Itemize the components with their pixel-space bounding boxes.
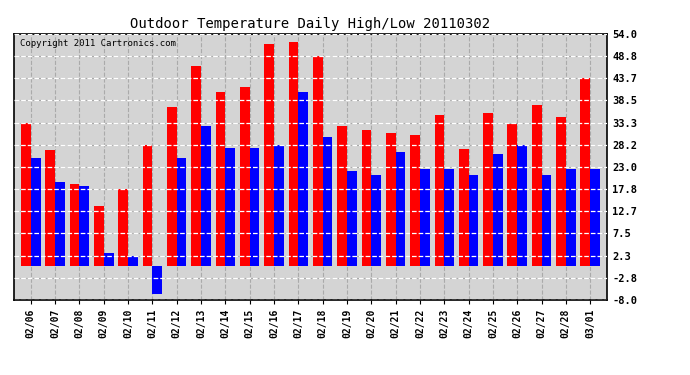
Bar	[216, 92, 226, 266]
Bar	[411, 135, 420, 266]
Bar	[104, 253, 114, 266]
Bar	[152, 266, 162, 294]
Bar	[493, 154, 502, 266]
Bar	[177, 158, 186, 266]
Bar	[167, 107, 177, 266]
Bar	[507, 124, 518, 266]
Bar	[362, 130, 371, 266]
Bar	[226, 147, 235, 266]
Bar	[288, 42, 298, 266]
Bar	[70, 184, 79, 266]
Bar	[420, 169, 430, 266]
Bar	[264, 45, 274, 266]
Bar	[532, 105, 542, 266]
Title: Outdoor Temperature Daily High/Low 20110302: Outdoor Temperature Daily High/Low 20110…	[130, 17, 491, 31]
Bar	[371, 176, 381, 266]
Bar	[128, 256, 138, 266]
Text: Copyright 2011 Cartronics.com: Copyright 2011 Cartronics.com	[20, 39, 176, 48]
Bar	[313, 56, 323, 266]
Bar	[94, 206, 104, 266]
Bar	[347, 171, 357, 266]
Bar	[580, 78, 590, 266]
Bar	[191, 66, 201, 266]
Bar	[79, 186, 89, 266]
Bar	[444, 169, 454, 266]
Bar	[518, 144, 527, 266]
Bar	[46, 150, 55, 266]
Bar	[143, 144, 152, 266]
Bar	[250, 147, 259, 266]
Bar	[240, 87, 250, 266]
Bar	[395, 152, 405, 266]
Bar	[31, 158, 41, 266]
Bar	[323, 137, 333, 266]
Bar	[566, 169, 575, 266]
Bar	[469, 176, 478, 266]
Bar	[435, 116, 444, 266]
Bar	[459, 149, 469, 266]
Bar	[556, 117, 566, 266]
Bar	[274, 144, 284, 266]
Bar	[483, 113, 493, 266]
Bar	[337, 126, 347, 266]
Bar	[201, 126, 210, 266]
Bar	[21, 123, 31, 266]
Bar	[386, 132, 395, 266]
Bar	[119, 189, 128, 266]
Bar	[55, 182, 65, 266]
Bar	[298, 92, 308, 266]
Bar	[542, 176, 551, 266]
Bar	[590, 169, 600, 266]
